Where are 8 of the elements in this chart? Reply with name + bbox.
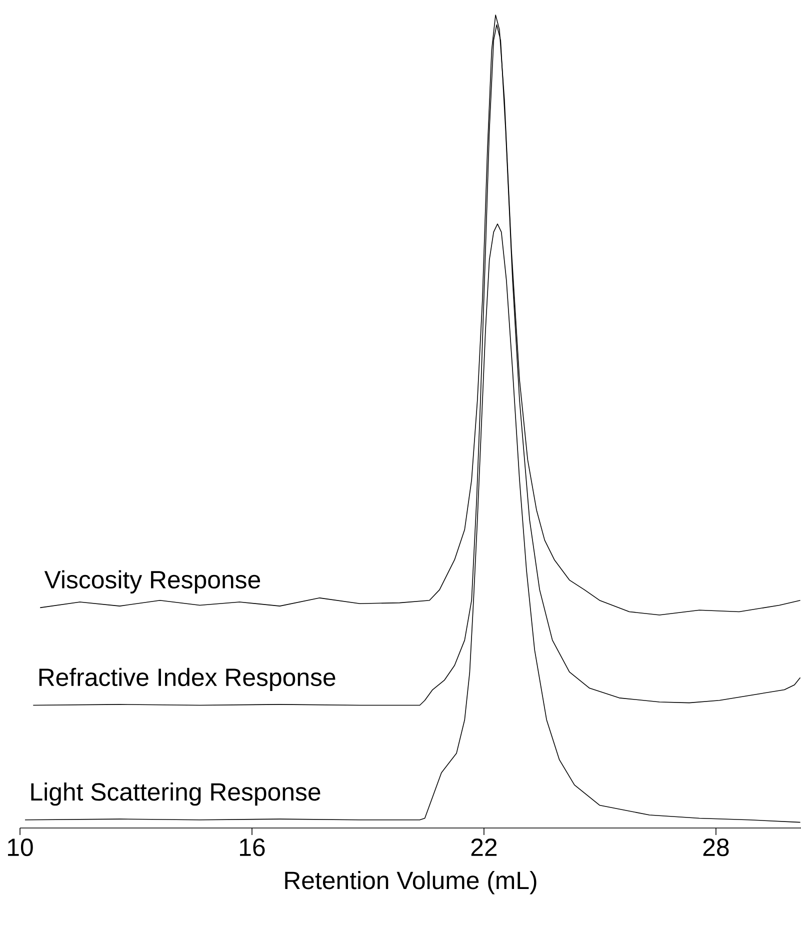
x-tick-label: 28 [703, 838, 729, 856]
x-tick-label: 22 [471, 838, 497, 856]
x-tick-label: 16 [240, 838, 265, 856]
series-label: Light Scattering Response [31, 782, 320, 806]
x-tick-label: 10 [8, 838, 33, 856]
series-label: Refractive Index Response [39, 668, 336, 692]
series-label: Viscosity Response [44, 570, 260, 594]
x-axis-title: Retention Volume (mL) [285, 870, 536, 894]
